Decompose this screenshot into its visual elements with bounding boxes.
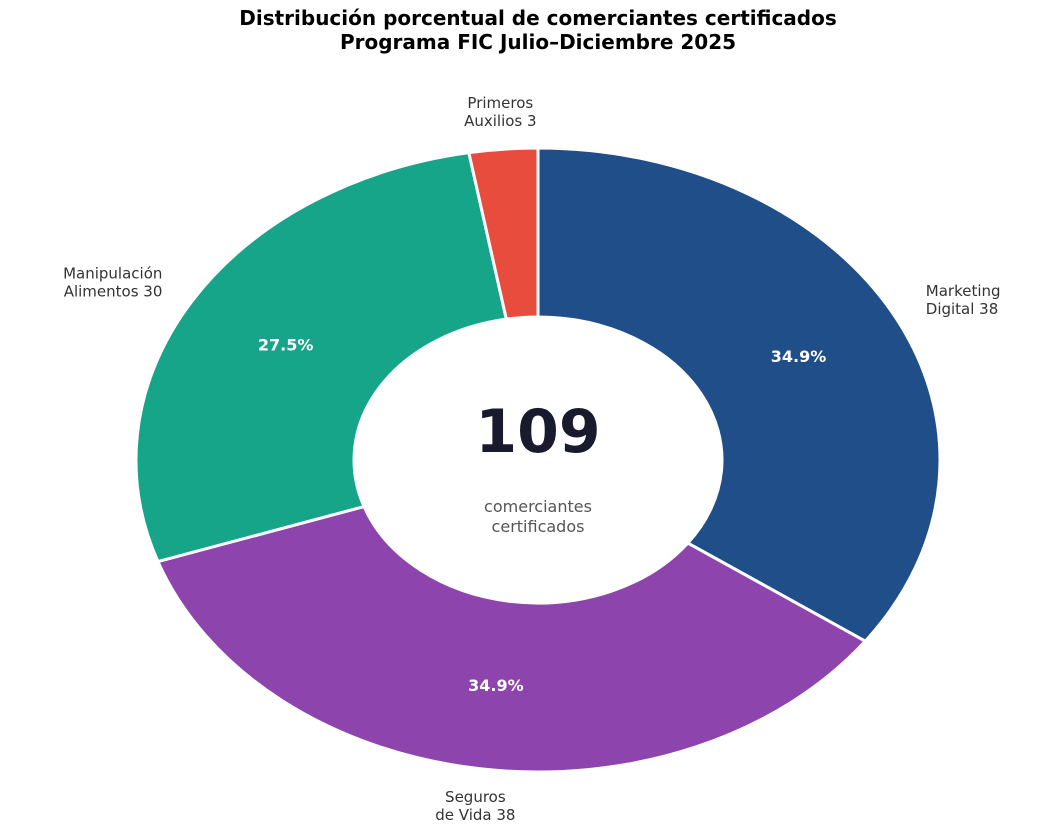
category-labels: Marketing Digital 38 Seguros de Vida 38 Mani… — [63, 94, 1000, 824]
chart-title-line-2: Programa FIC Julio–Diciembre 2025 — [340, 30, 736, 54]
category-label-seguros-de-vida: Seguros de Vida 38 — [435, 788, 515, 824]
category-label-line: Manipulación — [63, 264, 162, 282]
donut-slices — [134, 146, 942, 774]
category-label-line: Primeros — [467, 94, 533, 112]
center-caption-line-2: certificados — [492, 517, 585, 536]
category-label-line: Seguros — [445, 788, 506, 806]
category-label-line: de Vida 38 — [435, 806, 515, 824]
donut-center: 109 comerciantes certificados — [475, 397, 600, 536]
slice-primeros-auxilios — [467, 146, 540, 321]
percent-label-seguros-de-vida: 34.9% — [468, 676, 524, 695]
category-label-line: Alimentos 30 — [64, 282, 163, 300]
chart-title: Distribución porcentual de comerciantes … — [239, 6, 837, 54]
category-label-line: Marketing — [926, 282, 1001, 300]
percent-label-marketing-digital: 34.9% — [771, 347, 827, 366]
slice-manipulacion-alimentos — [134, 151, 508, 564]
category-label-manipulacion-alimentos: Manipulación Alimentos 30 — [63, 264, 162, 300]
center-caption-line-1: comerciantes — [484, 497, 592, 516]
slice-marketing-digital — [536, 146, 942, 643]
chart-title-line-1: Distribución porcentual de comerciantes … — [239, 6, 837, 30]
category-label-marketing-digital: Marketing Digital 38 — [926, 282, 1001, 318]
percent-labels: 34.9% 34.9% 27.5% — [258, 335, 826, 695]
category-label-line: Digital 38 — [926, 300, 999, 318]
percent-label-manipulacion-alimentos: 27.5% — [258, 335, 314, 354]
category-label-primeros-auxilios: Primeros Auxilios 3 — [464, 94, 536, 130]
slice-seguros-de-vida — [156, 505, 867, 774]
category-label-line: Auxilios 3 — [464, 112, 536, 130]
center-total: 109 — [475, 397, 600, 467]
